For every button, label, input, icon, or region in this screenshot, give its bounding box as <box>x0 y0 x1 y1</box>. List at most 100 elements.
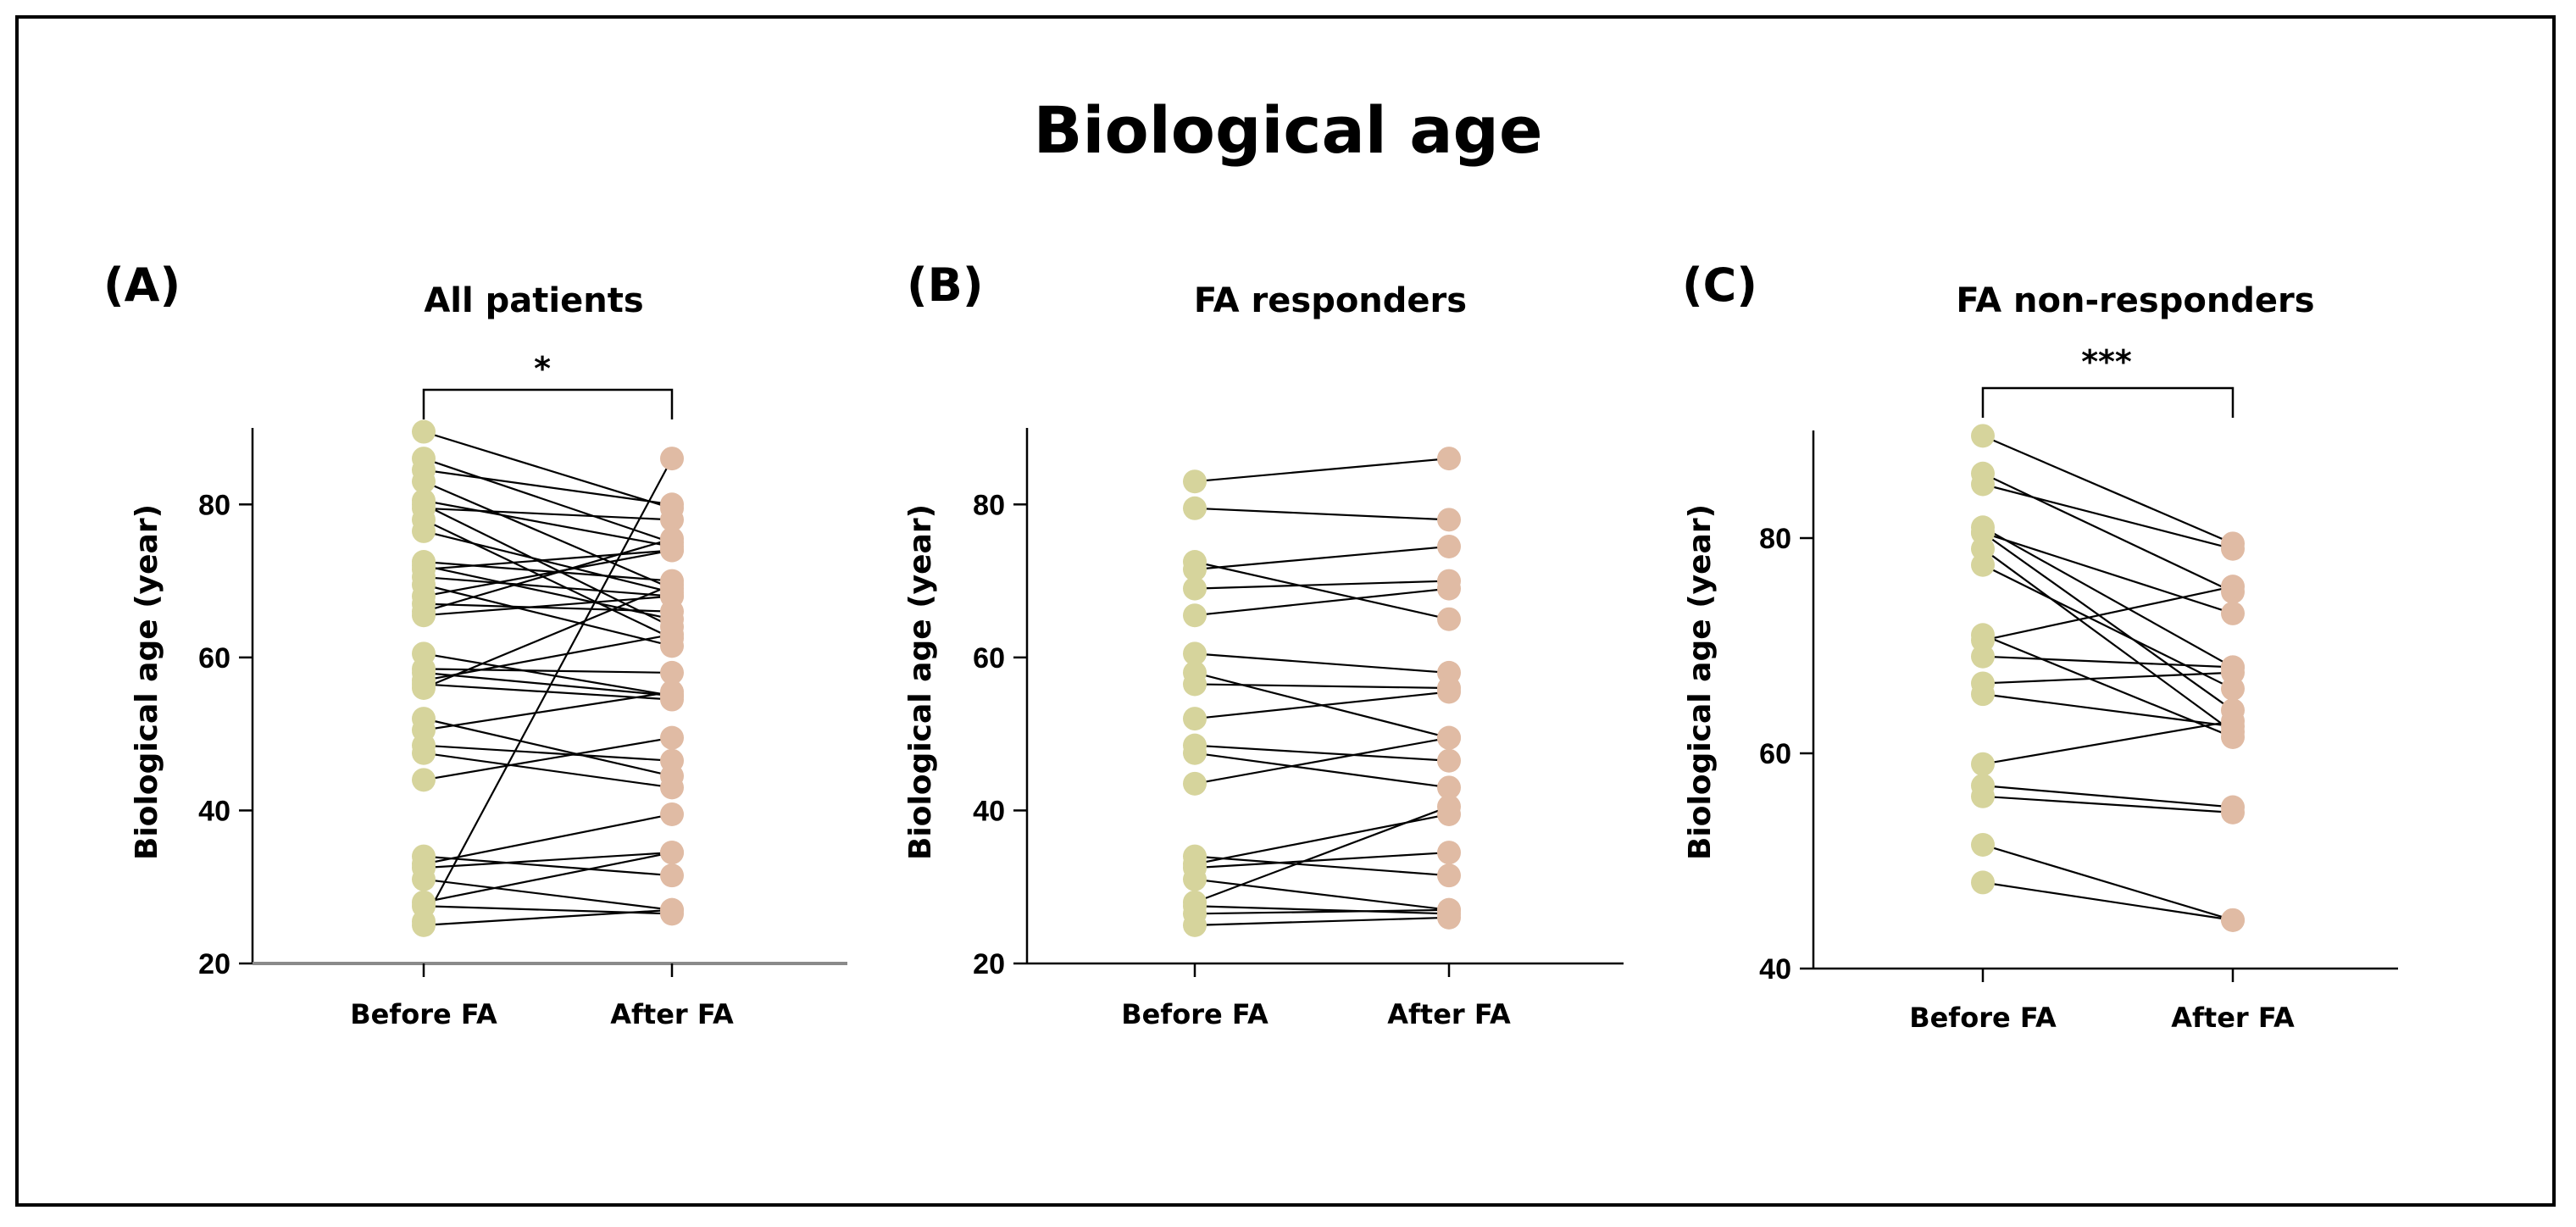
panel-b-pair-line <box>1194 855 1450 877</box>
panel-c-label: (C) <box>1682 258 1757 312</box>
panel-b-y-tick-label: 60 <box>973 642 1005 675</box>
panel-b-point-after <box>1437 576 1461 601</box>
panel-a-pair-line <box>423 652 673 697</box>
figure-title: Biological age <box>1034 92 1543 168</box>
panel-b-point-before <box>1183 576 1207 601</box>
panel-a-label: (A) <box>103 258 180 312</box>
panel-b-point-before <box>1183 496 1207 520</box>
panel-a-pair-line <box>423 469 673 506</box>
panel-c-pair-line <box>1982 795 2234 813</box>
panel-c-pair-line <box>1982 586 2234 641</box>
panel-c-pair-line <box>1982 564 2234 690</box>
panel-b-point-after <box>1437 508 1461 532</box>
panel-a-point-after <box>660 660 684 685</box>
panel-c-point-after <box>2221 708 2245 733</box>
panel-c-pair-line <box>1982 671 2234 685</box>
panel-b-point-after <box>1437 607 1461 631</box>
panel-a-pair-line <box>423 575 673 597</box>
panel-a-point-before <box>412 675 436 700</box>
panel-a-point-before <box>412 768 436 792</box>
panel-b-y-tick-label: 40 <box>973 795 1005 827</box>
panel-a-point-before <box>412 419 436 444</box>
panel-a-x-label-before: Before FA <box>350 998 497 1030</box>
panel-a-pair-line <box>423 584 673 689</box>
panel-a-pair-line <box>423 633 673 682</box>
panel-b-pair-line <box>1194 458 1450 483</box>
panel-b-pair-line <box>1194 878 1450 911</box>
panel-b-point-before <box>1183 707 1207 731</box>
panel-b-pair-line <box>1194 691 1450 720</box>
panel-a-point-after <box>660 508 684 532</box>
panel-a-pair-line <box>423 718 673 777</box>
panel-a-point-after <box>660 622 684 647</box>
panel-b-point-before <box>1183 641 1207 666</box>
panel-b-point-before <box>1183 867 1207 891</box>
panel-c-point-before <box>1971 752 1995 776</box>
panel-a-pair-line <box>423 752 673 789</box>
panel-c-pair-line <box>1982 526 2234 669</box>
panel-a-pair-line <box>423 480 673 590</box>
panel-b-pair-line <box>1194 744 1450 762</box>
panel-a-pair-line <box>423 499 673 548</box>
panel-c-pair-line <box>1982 531 2234 712</box>
panel-a-pair-line <box>423 503 673 628</box>
panel-a-point-before <box>412 519 436 543</box>
panel-c-pair-line <box>1982 719 2234 765</box>
panel-c-point-after <box>2221 536 2245 561</box>
panel-a-point-after <box>660 802 684 826</box>
panel-b-point-after <box>1437 534 1461 558</box>
panel-a-pair-line <box>423 852 673 903</box>
panel-b-y-tick-label: 80 <box>973 489 1005 521</box>
panel-a-pair-line <box>423 530 673 594</box>
panel-a-pair-line <box>423 668 673 675</box>
panel-a-significance-bracket <box>422 388 674 419</box>
panel-a-y-tick-label: 20 <box>198 948 230 980</box>
panel-c-pair-line <box>1982 693 2234 728</box>
panel-c-plot: 40 60 80 <box>1759 386 2398 985</box>
panel-c-significance-bracket <box>1981 386 2235 418</box>
panel-c-point-after <box>2221 660 2245 685</box>
panel-a-pair-line <box>423 537 673 613</box>
panel-c-pair-line <box>1982 785 2234 808</box>
panel-c-pair-line <box>1982 531 2234 614</box>
panel-c-y-tick-label: 80 <box>1759 523 1791 555</box>
panel-b-point-before <box>1183 672 1207 697</box>
panel-b-y-tick-label: 20 <box>973 948 1005 980</box>
panel-c-significance: *** <box>2081 343 2132 380</box>
panel-b-point-after <box>1437 794 1461 819</box>
panel-c-point-before <box>1971 472 1995 497</box>
panel-c-y-tick-label: 60 <box>1759 738 1791 770</box>
panel-b-pair-line <box>1194 507 1450 521</box>
panel-a-pair-line <box>423 507 673 521</box>
panel-b-y-axis-label: Biological age (year) <box>903 504 938 860</box>
panel-b-pair-line <box>1194 851 1450 869</box>
panel-c-x-label-before: Before FA <box>1909 1002 2057 1034</box>
panel-b-plot: 20 40 60 80 <box>973 428 1624 980</box>
panel-c-title: FA non-responders <box>1956 281 2314 320</box>
panel-b-point-after <box>1437 748 1461 773</box>
panel-c-point-before <box>1971 552 1995 577</box>
panel-a-point-after <box>660 573 684 597</box>
panel-c-point-after <box>2221 908 2245 932</box>
panel-c-y-axis-label: Biological age (year) <box>1683 504 1718 860</box>
panel-a-pair-line <box>423 549 673 571</box>
panel-a-pair-line <box>423 908 673 926</box>
panel-c-point-before <box>1971 424 1995 448</box>
panel-a-pair-line <box>423 560 673 582</box>
panel-b-point-after <box>1437 725 1461 750</box>
panel-c-point-before <box>1971 682 1995 707</box>
panel-c-pair-line <box>1982 843 2234 921</box>
panel-b-pair-line <box>1194 905 1450 915</box>
panel-a-point-after <box>660 680 684 704</box>
panel-a-pair-line <box>423 602 673 613</box>
panel-b-point-before <box>1183 558 1207 582</box>
panel-a-point-after <box>660 841 684 865</box>
panel-a-pair-line <box>423 744 673 762</box>
panel-b-point-after <box>1437 775 1461 800</box>
panel-a-title: All patients <box>424 281 643 320</box>
panel-a-pair-line <box>423 519 673 640</box>
panel-a-significance: * <box>534 350 551 387</box>
panel-c-pair-line <box>1982 881 2234 921</box>
panel-c-point-after <box>2221 575 2245 599</box>
panel-b-pair-line <box>1194 908 1450 915</box>
